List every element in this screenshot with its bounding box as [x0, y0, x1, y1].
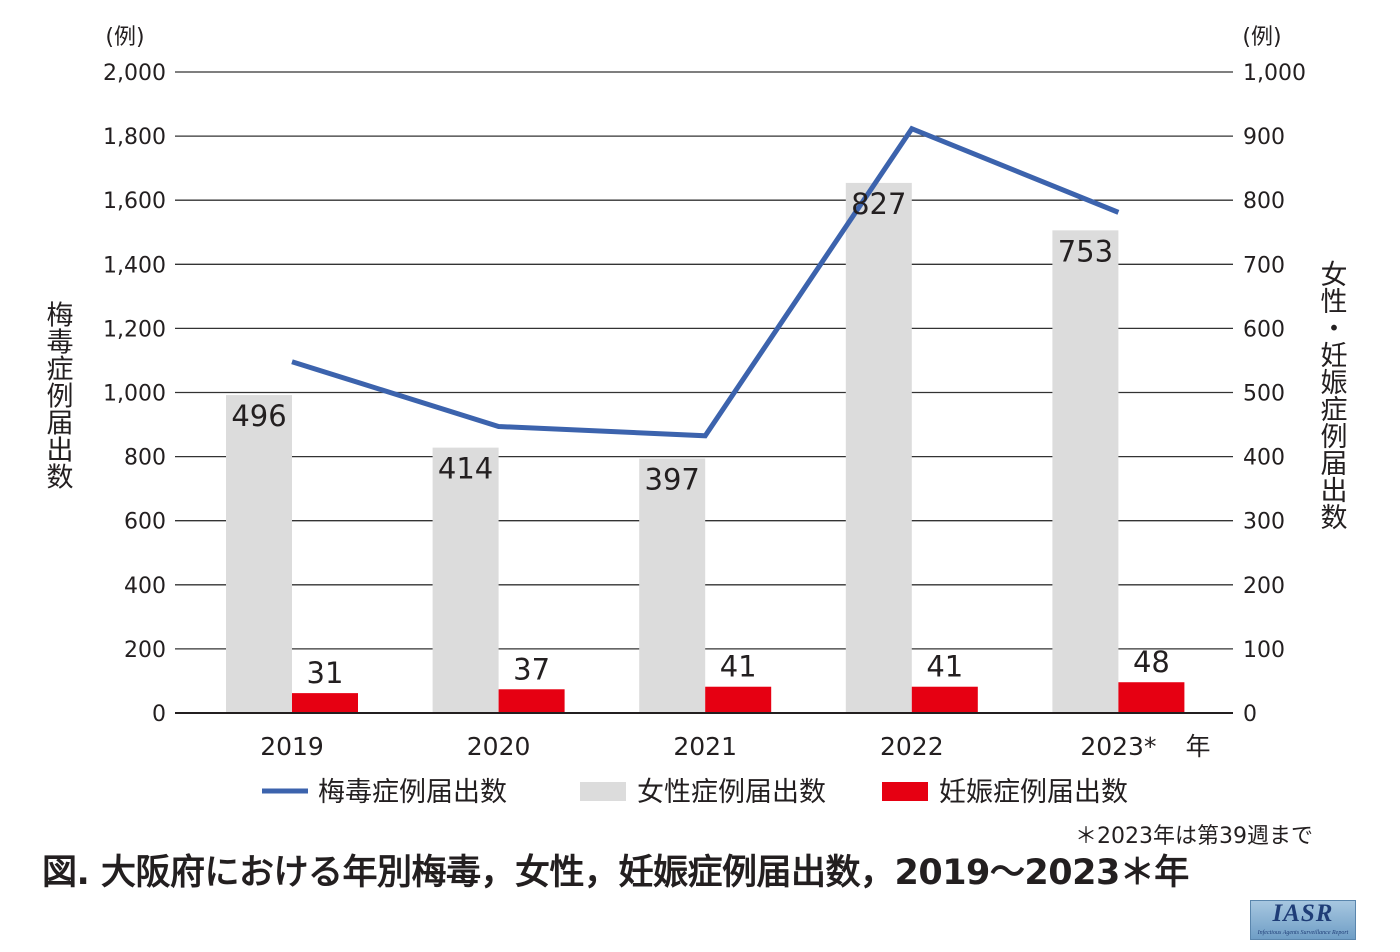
left-axis-title: 梅毒症例届出数 [42, 300, 74, 489]
left-tick-label: 200 [124, 638, 166, 663]
x-tick-label: 2019 [260, 732, 324, 761]
right-tick-label: 1,000 [1243, 61, 1306, 86]
women-bar-label: 827 [851, 187, 906, 221]
figure-caption: 図. 大阪府における年別梅毒，女性，妊娠症例届出数，2019〜2023＊年 [42, 853, 1189, 893]
pregnancy-bar [292, 693, 358, 713]
women-bar [639, 458, 706, 713]
x-unit-label: 年 [1185, 732, 1210, 761]
footnote: ＊2023年は第39週まで [1075, 824, 1313, 849]
left-tick-label: 600 [124, 510, 166, 535]
right-tick-label: 700 [1243, 253, 1285, 278]
left-tick-label: 1,000 [103, 382, 166, 407]
women-bar-label: 753 [1058, 234, 1113, 268]
pregnancy-bar [498, 689, 565, 713]
women-bar [845, 182, 912, 713]
left-tick-label: 400 [124, 574, 166, 599]
pregnancy-bar-label: 31 [307, 656, 344, 690]
right-tick-label: 600 [1243, 317, 1285, 342]
right-tick-label: 0 [1243, 702, 1257, 727]
x-tick-label: 2023* [1080, 732, 1156, 761]
women-bar-label: 496 [231, 399, 286, 433]
legend-gray-swatch [580, 782, 626, 801]
pregnancy-bar-label: 48 [1133, 645, 1170, 679]
x-tick-label: 2021 [673, 732, 737, 761]
women-bar [1052, 230, 1119, 713]
pregnancy-bar-label: 41 [720, 650, 757, 684]
legend-label: 女性症例届出数 [637, 777, 826, 808]
right-tick-label: 800 [1243, 189, 1285, 214]
right-tick-label: 300 [1243, 510, 1285, 535]
logo-sub-text: Infectious Agents Surveillance Report [1257, 930, 1349, 936]
right-axis-unit: (例) [1242, 25, 1281, 50]
right-tick-label: 900 [1243, 125, 1285, 150]
left-tick-label: 1,600 [103, 189, 166, 214]
line-series [291, 125, 1120, 439]
right-axis-title: 女性・妊娠症例届出数 [1316, 260, 1348, 530]
bars [226, 182, 1185, 713]
axes: 0 200 400 600 800 1,000 1,200 1,400 1,600 1,800 2,… [42, 25, 1348, 761]
women-bar [226, 395, 292, 713]
logo-main-text: IASR [1272, 900, 1334, 927]
iasr-logo: IASR Infectious Agents Surveillance Repo… [1250, 900, 1356, 940]
women-bar-label: 397 [645, 463, 700, 497]
left-tick-label: 2,000 [103, 61, 166, 86]
legend-label: 梅毒症例届出数 [318, 777, 507, 808]
syphilis-line [291, 125, 1120, 439]
pregnancy-bar-label: 41 [926, 650, 963, 684]
right-tick-label: 200 [1243, 574, 1285, 599]
women-bar-label: 414 [438, 452, 493, 486]
right-tick-label: 100 [1243, 638, 1285, 663]
x-tick-label: 2020 [467, 732, 531, 761]
pregnancy-bar-label: 37 [513, 652, 550, 686]
left-tick-label: 1,800 [103, 125, 166, 150]
pregnancy-bar [705, 686, 772, 713]
x-tick-label: 2022 [880, 732, 944, 761]
women-bar [432, 447, 499, 713]
pregnancy-bar [911, 686, 978, 713]
left-tick-label: 0 [152, 702, 166, 727]
legend-label: 妊娠症例届出数 [939, 777, 1128, 808]
left-axis-unit: (例) [105, 25, 144, 50]
gridlines [175, 71, 1233, 650]
pregnancy-bar [1118, 682, 1185, 713]
left-tick-label: 1,400 [103, 253, 166, 278]
right-tick-label: 500 [1243, 382, 1285, 407]
data-labels: 496 31 414 37 397 41 827 41 753 48 [231, 187, 1170, 690]
left-tick-label: 1,200 [103, 317, 166, 342]
chart: 496 31 414 37 397 41 827 41 753 48 0 200 400 600 800 1… [42, 25, 1348, 808]
right-tick-label: 400 [1243, 446, 1285, 471]
left-tick-label: 800 [124, 446, 166, 471]
legend-red-swatch [882, 782, 928, 801]
legend: 梅毒症例届出数 女性症例届出数 妊娠症例届出数 [262, 777, 1128, 808]
